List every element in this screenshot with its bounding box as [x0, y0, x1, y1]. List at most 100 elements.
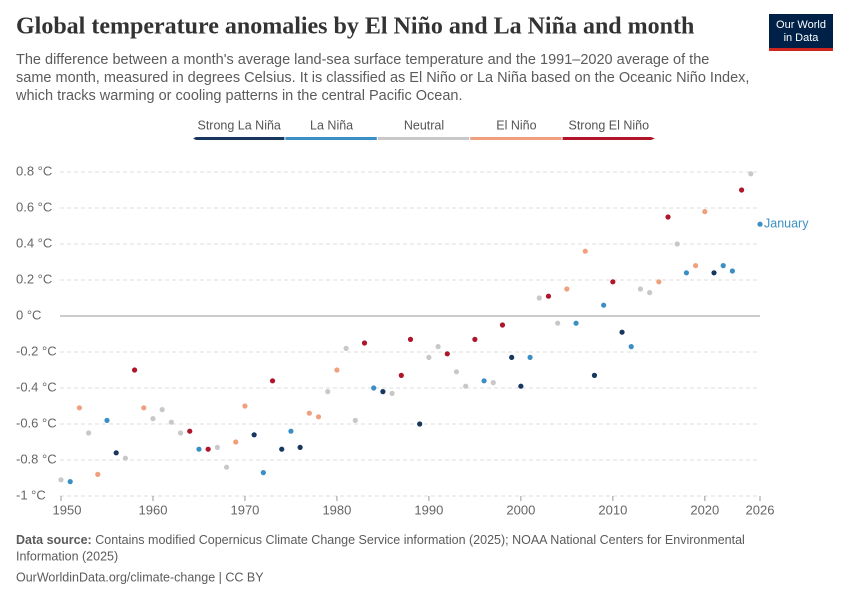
subtitle-line: which tracks warming or cooling patterns… — [15, 88, 462, 104]
end-label: January — [764, 216, 809, 230]
point — [67, 479, 73, 485]
point — [582, 248, 588, 254]
logo[interactable]: Our World in Data — [769, 14, 833, 51]
legend-swatch — [470, 137, 562, 140]
legend-swatch — [562, 137, 655, 140]
point — [58, 477, 64, 483]
point — [325, 389, 331, 395]
legend-label: Strong La Niña — [198, 118, 281, 132]
point — [527, 354, 533, 360]
point — [453, 369, 460, 375]
point — [214, 444, 220, 450]
point — [223, 464, 230, 470]
y-tick-label: -0.2 °C — [16, 343, 57, 358]
point — [628, 344, 634, 350]
point — [729, 268, 736, 274]
point — [720, 263, 726, 269]
point — [205, 446, 211, 452]
source-line: Data source: Contains modified Copernicu… — [16, 533, 745, 547]
point — [683, 270, 690, 276]
point — [665, 214, 671, 220]
logo-text[interactable]: in Data — [784, 32, 820, 44]
point — [389, 390, 395, 396]
x-tick-label: 1980 — [322, 502, 351, 517]
subtitle-line: same month, measured in degrees Celsius.… — [16, 70, 749, 86]
point — [481, 378, 487, 384]
point — [444, 351, 450, 357]
logo-underline[interactable] — [769, 48, 833, 51]
point — [637, 286, 644, 292]
point — [757, 221, 763, 227]
y-tick-label: 0.4 °C — [16, 235, 52, 250]
source-label: Data source: — [16, 533, 92, 547]
point — [352, 417, 358, 423]
y-tick-label: -0.8 °C — [16, 451, 57, 466]
point — [104, 417, 110, 423]
x-tick-label: 1960 — [139, 502, 168, 517]
y-tick-label: 0 °C — [16, 307, 41, 322]
point — [279, 446, 285, 452]
x-tick-label: 2000 — [506, 502, 535, 517]
source-line: Information (2025) — [16, 549, 118, 563]
point — [187, 428, 193, 434]
y-tick-label: 0.2 °C — [16, 271, 52, 286]
point — [702, 209, 708, 215]
point — [610, 279, 616, 285]
point — [509, 354, 515, 360]
y-tick-label: 0.6 °C — [16, 199, 52, 214]
point — [288, 428, 294, 434]
point — [242, 403, 248, 409]
point — [601, 302, 607, 308]
legend-label: Neutral — [404, 118, 444, 132]
point — [85, 430, 92, 436]
point — [674, 241, 680, 247]
point — [490, 380, 496, 386]
point — [536, 295, 542, 301]
point — [361, 340, 368, 346]
logo-text[interactable]: Our World — [776, 19, 826, 31]
point — [233, 439, 239, 445]
point — [113, 450, 119, 456]
y-tick-label: -0.4 °C — [16, 379, 57, 394]
x-tick-label: 1950 — [53, 502, 82, 517]
point — [251, 432, 257, 438]
point — [306, 410, 312, 416]
point — [573, 320, 579, 326]
point — [260, 470, 266, 476]
x-tick-label: 2026 — [746, 502, 775, 517]
x-tick-label: 1990 — [414, 502, 443, 517]
x-tick-label: 1970 — [230, 502, 259, 517]
point — [95, 471, 101, 477]
legend-swatch — [377, 137, 470, 140]
point — [269, 378, 276, 384]
point — [417, 421, 423, 427]
point — [150, 416, 156, 422]
legend-swatch — [285, 137, 377, 140]
legend-label: Strong El Niño — [568, 118, 649, 132]
point — [177, 430, 184, 436]
point — [398, 372, 404, 378]
subtitle-line: The difference between a month's average… — [16, 52, 709, 68]
point — [693, 263, 699, 269]
point — [297, 444, 303, 450]
point — [141, 405, 147, 411]
point — [168, 419, 174, 425]
source-text: Contains modified Copernicus Climate Cha… — [95, 533, 745, 547]
footer[interactable]: OurWorldinData.org/climate-change | CC B… — [16, 570, 264, 584]
y-tick-label: -1 °C — [16, 487, 46, 502]
point — [555, 320, 561, 326]
point — [711, 270, 717, 276]
x-tick-label: 2010 — [598, 502, 627, 517]
point — [315, 414, 322, 420]
point — [159, 407, 165, 413]
point — [591, 372, 598, 378]
logo-box[interactable] — [769, 14, 833, 50]
legend-swatch — [193, 137, 285, 140]
point — [619, 329, 625, 335]
point — [564, 286, 570, 292]
point — [343, 345, 349, 351]
point — [380, 389, 386, 395]
point — [435, 344, 441, 350]
point — [407, 336, 414, 342]
